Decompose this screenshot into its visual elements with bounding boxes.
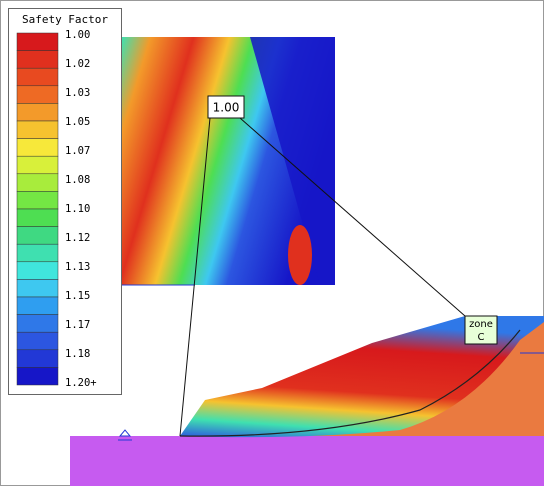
legend-swatch	[17, 244, 58, 262]
zone-label: C	[478, 332, 485, 343]
legend-label: 1.08	[65, 174, 90, 186]
legend-label: 1.17	[65, 319, 90, 331]
legend-swatch	[17, 350, 58, 368]
screen: 1.00 zone C Safety Factor 1.00 1.02 1.03 1.…	[0, 0, 544, 486]
legend-swatch	[17, 68, 58, 86]
legend-swatch	[17, 51, 58, 69]
legend-label: 1.12	[65, 232, 90, 244]
legend-swatch	[17, 103, 58, 121]
legend-swatch	[17, 121, 58, 139]
legend-swatch	[17, 139, 58, 157]
legend-swatch	[17, 227, 58, 245]
legend-title: Safety Factor	[22, 13, 108, 26]
legend-swatch	[17, 156, 58, 174]
legend-label: 1.07	[65, 145, 90, 157]
legend-label: 1.15	[65, 290, 90, 302]
legend-swatch	[17, 279, 58, 297]
legend-label: 1.02	[65, 58, 90, 70]
legend-label: 1.13	[65, 261, 90, 273]
legend-swatch	[17, 33, 58, 51]
ground	[70, 436, 544, 486]
legend-label: 1.18	[65, 348, 90, 360]
legend-swatch	[17, 297, 58, 315]
legend-label: 1.00	[65, 29, 90, 41]
legend-swatch	[17, 191, 58, 209]
inset-band	[288, 225, 312, 285]
legend-label: 1.03	[65, 87, 90, 99]
legend-swatch	[17, 174, 58, 192]
legend-swatch	[17, 209, 58, 227]
legend-swatch	[17, 332, 58, 350]
legend-swatch	[17, 315, 58, 333]
legend-swatch	[17, 367, 58, 385]
legend-swatch	[17, 262, 58, 280]
zone-label: zone	[469, 319, 493, 330]
legend-label: 1.05	[65, 116, 90, 128]
legend-label: 1.10	[65, 203, 90, 215]
callout-label: 1.00	[213, 101, 240, 115]
legend-label: 1.20+	[65, 377, 97, 389]
legend-swatch	[17, 86, 58, 104]
